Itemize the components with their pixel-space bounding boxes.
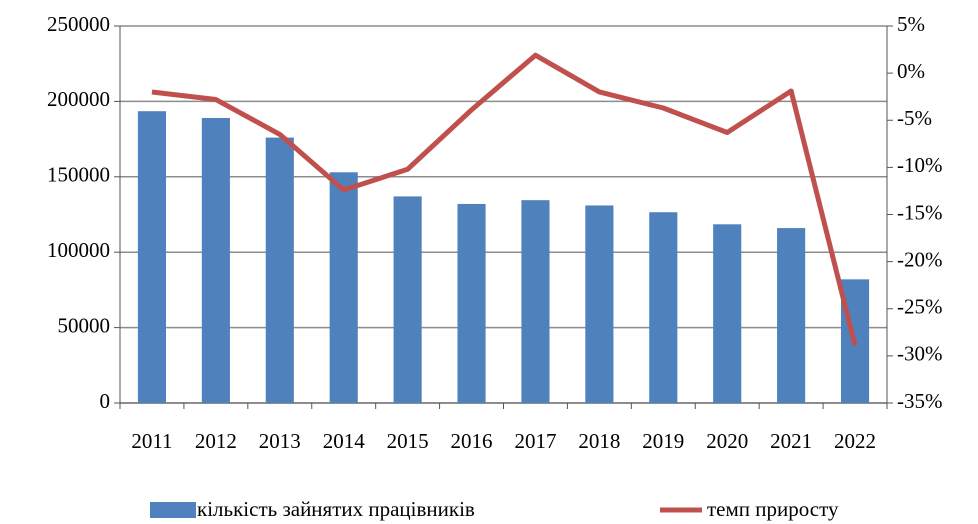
- x-tick-label: 2014: [323, 429, 366, 453]
- x-tick-label: 2016: [451, 429, 493, 453]
- y-tick-label: 50000: [58, 313, 111, 337]
- legend-label: кількість зайнятих працівників: [197, 497, 475, 521]
- bar: [713, 224, 742, 403]
- x-tick-label: 2013: [259, 429, 301, 453]
- y2-tick-label: -25%: [897, 295, 943, 319]
- x-tick-label: 2020: [706, 429, 748, 453]
- y2-tick-label: -10%: [897, 153, 943, 177]
- x-tick-label: 2012: [195, 429, 237, 453]
- bar: [265, 137, 294, 404]
- x-tick-label: 2019: [642, 429, 684, 453]
- y2-tick-label: -35%: [897, 389, 943, 413]
- x-tick-label: 2015: [387, 429, 429, 453]
- y-tick-label: 150000: [47, 163, 110, 187]
- x-tick-label: 2018: [578, 429, 620, 453]
- bar: [201, 117, 230, 403]
- y-tick-label: 100000: [47, 238, 110, 262]
- bar: [585, 205, 614, 403]
- x-tick-label: 2017: [514, 429, 556, 453]
- y2-tick-label: -20%: [897, 247, 943, 271]
- bar: [649, 212, 678, 403]
- bar: [777, 228, 806, 403]
- legend-label: темп приросту: [707, 497, 839, 521]
- y2-tick-label: -30%: [897, 342, 943, 366]
- y-tick-label: 0: [100, 389, 111, 413]
- y-tick-label: 200000: [47, 87, 110, 111]
- y-tick-label: 250000: [47, 12, 110, 36]
- x-tick-label: 2021: [770, 429, 812, 453]
- y2-tick-label: 5%: [897, 12, 925, 36]
- bar: [457, 203, 486, 403]
- y2-tick-label: 0%: [897, 59, 925, 83]
- legend-swatch: [150, 502, 196, 518]
- bar: [393, 196, 422, 403]
- bar: [137, 111, 167, 404]
- bar: [521, 200, 550, 403]
- bar: [329, 172, 358, 403]
- y2-tick-label: -15%: [897, 200, 943, 224]
- line: [151, 52, 858, 347]
- x-tick-label: 2022: [834, 429, 876, 453]
- y2-tick-label: -5%: [897, 106, 932, 130]
- x-tick-label: 2011: [131, 429, 172, 453]
